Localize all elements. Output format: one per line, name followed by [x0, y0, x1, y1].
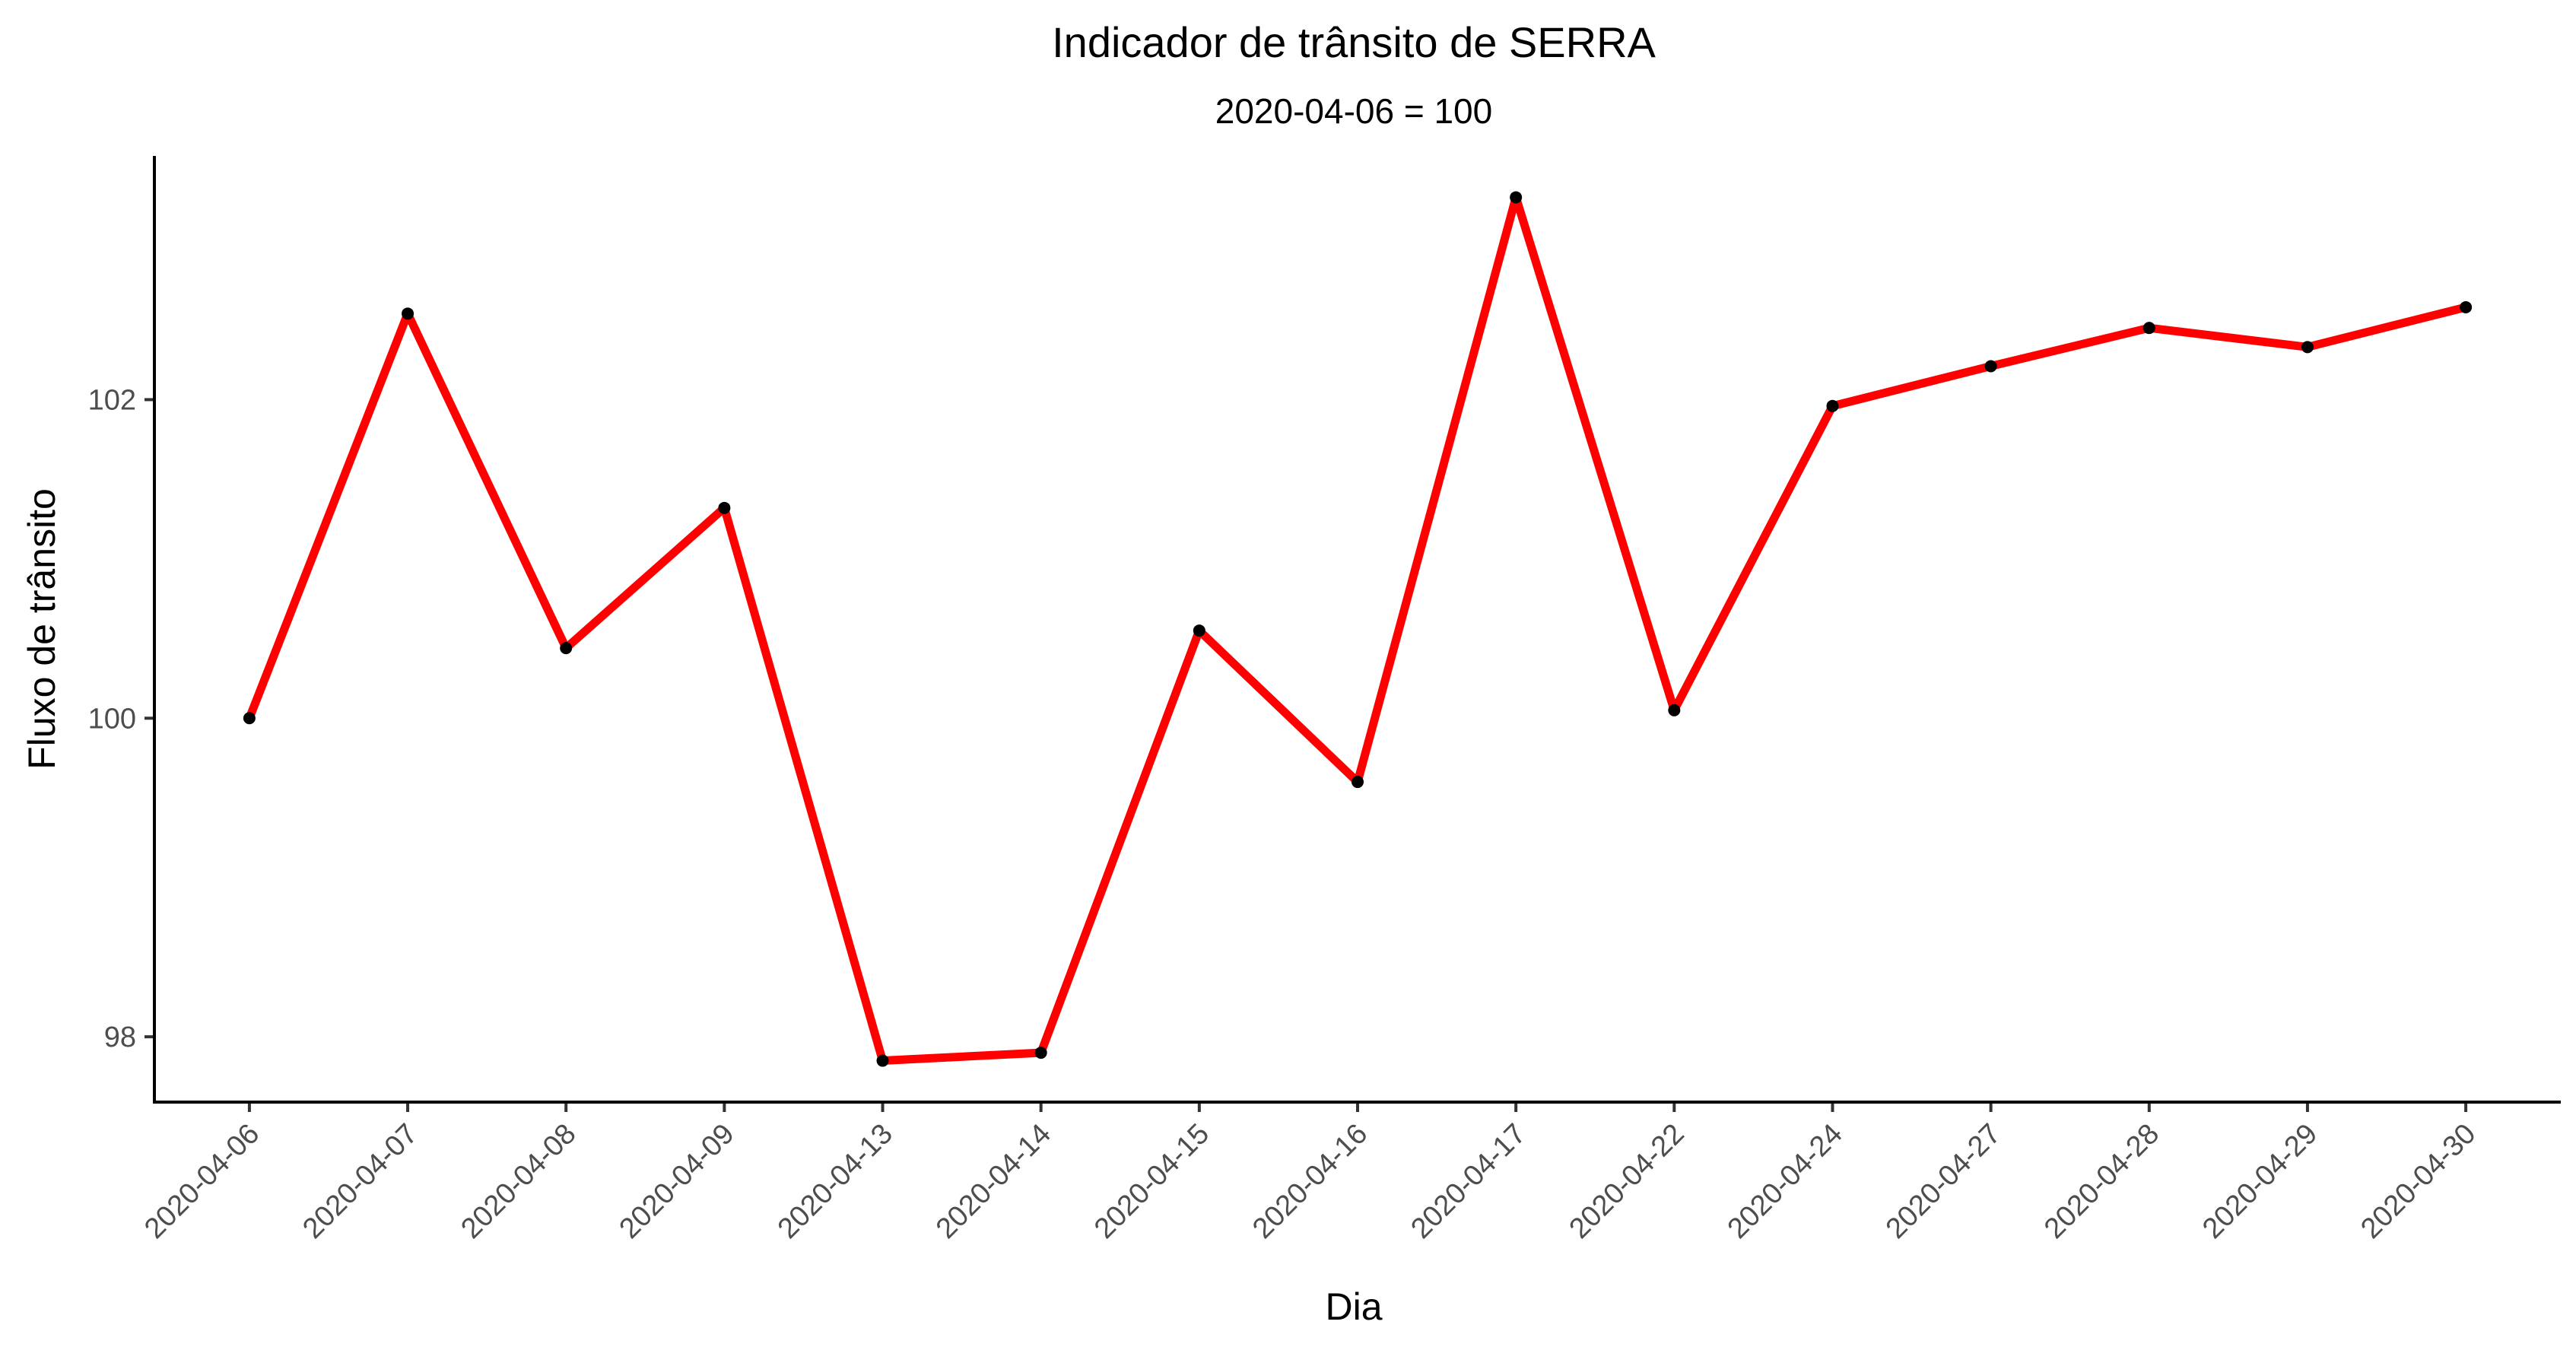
data-point: [2142, 322, 2155, 335]
x-tick-label: 2020-04-06: [138, 1118, 265, 1245]
plot-area: [243, 191, 2473, 1067]
data-point: [1668, 704, 1681, 716]
x-tick-label: 2020-04-14: [930, 1118, 1057, 1245]
x-tick-label: 2020-04-09: [614, 1118, 741, 1245]
chart-title: Indicador de trânsito de SERRA: [1052, 18, 1656, 66]
x-tick-label: 2020-04-30: [2355, 1118, 2482, 1245]
ticks-layer: 98 100 102 2020-04-06 2020-04-07 2020-04-08 20…: [88, 384, 2482, 1244]
x-tick-label: 2020-04-22: [1564, 1118, 1691, 1245]
data-point: [2460, 300, 2473, 313]
x-tick-label: 2020-04-27: [1880, 1118, 2007, 1245]
chart-subtitle: 2020-04-06 = 100: [1215, 91, 1492, 131]
series-line: [245, 193, 2467, 1065]
y-tick-label: 98: [104, 1021, 136, 1053]
x-tick-label: 2020-04-16: [1247, 1118, 1374, 1245]
x-tick-label: 2020-04-24: [1722, 1118, 1849, 1245]
data-point: [1034, 1047, 1047, 1059]
data-point: [1984, 360, 1997, 373]
data-point: [876, 1054, 889, 1067]
y-tick-label: 102: [88, 384, 136, 416]
x-axis-label: Dia: [1325, 1285, 1382, 1328]
data-point: [2301, 341, 2314, 354]
x-tick-label: 2020-04-15: [1088, 1118, 1215, 1245]
x-tick-label: 2020-04-17: [1405, 1118, 1532, 1245]
data-point: [1826, 399, 1839, 412]
x-tick-label: 2020-04-28: [2038, 1118, 2165, 1245]
data-point: [1193, 624, 1205, 637]
x-tick-label: 2020-04-29: [2196, 1118, 2323, 1245]
x-tick-label: 2020-04-07: [297, 1118, 424, 1245]
y-axis-label: Fluxo de trânsito: [21, 488, 63, 770]
y-tick-label: 100: [88, 703, 136, 735]
data-point: [402, 307, 415, 320]
data-point: [1510, 191, 1523, 204]
data-point: [718, 501, 731, 514]
data-point: [1352, 776, 1364, 789]
data-point: [243, 712, 256, 725]
x-tick-label: 2020-04-08: [455, 1118, 582, 1245]
x-tick-label: 2020-04-13: [772, 1118, 899, 1245]
data-point: [560, 642, 573, 655]
